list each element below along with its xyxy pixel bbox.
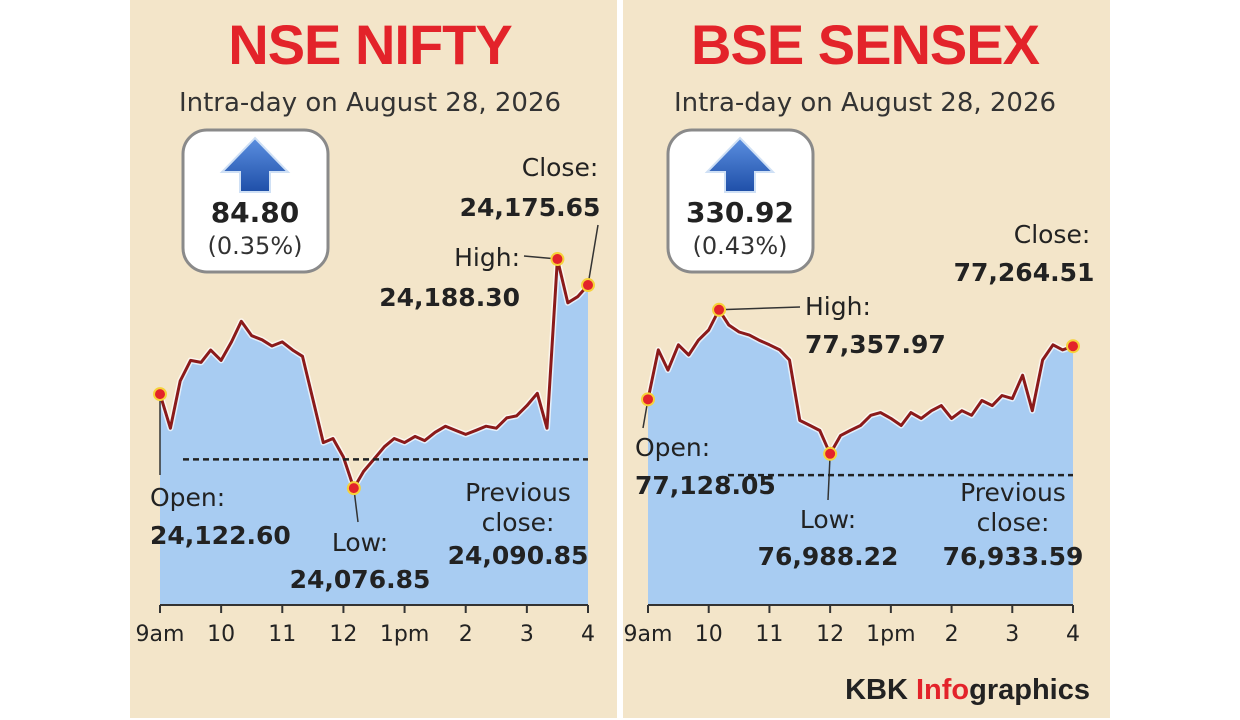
x-tick-label: 4	[581, 622, 595, 647]
annotation-value: 24,188.30	[379, 283, 520, 312]
credit-rest: graphics	[969, 674, 1090, 706]
chart-subtitle: Intra-day on August 28, 2026	[673, 88, 1057, 118]
up-arrow	[704, 136, 776, 193]
credit: KBK Infographics	[845, 674, 1090, 707]
change-value: 330.92	[685, 196, 795, 229]
annotation-label: Open:	[150, 483, 226, 512]
change-box	[181, 128, 330, 274]
annotation-label: Previous close:	[960, 478, 1066, 537]
leader-line	[587, 224, 599, 286]
x-tick-label: 11	[268, 622, 297, 647]
leader-line	[719, 306, 801, 311]
x-tick-label: 2	[944, 622, 959, 647]
annotation-value: 76,988.22	[757, 542, 899, 571]
chart-subtitle: Intra-day on August 28, 2026	[178, 88, 562, 118]
x-tick-label: 9am	[623, 622, 673, 647]
up-arrow	[219, 136, 291, 193]
point-marker	[346, 481, 361, 496]
x-tick-label: 1pm	[379, 622, 430, 647]
x-tick-label: 4	[1066, 622, 1080, 647]
chart-title: BSE SENSEX	[691, 13, 1040, 76]
x-tick-label: 2	[458, 622, 473, 647]
leader-line	[827, 453, 831, 501]
box	[181, 128, 330, 274]
annotation-value: 77,264.51	[953, 258, 1095, 287]
point-marker	[550, 252, 565, 267]
annotation-label: Low:	[331, 528, 389, 557]
x-tick-label: 11	[755, 622, 784, 647]
point-marker	[823, 446, 838, 461]
annotation-label: Previous close:	[465, 478, 571, 537]
annotation-label: High:	[454, 243, 520, 272]
point-marker	[641, 392, 655, 407]
x-tick-label: 12	[816, 622, 845, 647]
x-tick-label: 10	[207, 622, 236, 647]
area	[648, 309, 1073, 605]
annotation-label: Close:	[1013, 220, 1091, 249]
x-tick-label: 9am	[135, 622, 185, 647]
chart-title: NSE NIFTY	[228, 13, 512, 76]
annotation-value: 24,122.60	[150, 521, 291, 550]
point-marker	[712, 302, 727, 317]
x-tick-label: 1pm	[866, 622, 916, 647]
annotation-value: 24,076.85	[289, 565, 431, 594]
change-box	[666, 128, 815, 274]
credit-brand: KBK	[845, 674, 908, 706]
annotation-label: Open:	[635, 433, 711, 462]
annotation-label: High:	[805, 292, 871, 321]
change-percent: (0.35%)	[207, 232, 303, 260]
x-tick-label: 3	[519, 622, 534, 647]
point-marker	[1066, 339, 1080, 354]
x-tick-label: 3	[1005, 622, 1020, 647]
x-tick-label: 10	[694, 622, 723, 647]
x-tick-label: 12	[329, 622, 358, 647]
annotation-label: Close:	[521, 153, 599, 182]
annotation-value: 76,933.59	[942, 542, 1084, 571]
credit-highlight: Info	[915, 674, 970, 706]
point-marker	[581, 278, 595, 293]
annotation-value: 24,090.85	[447, 541, 589, 570]
point-marker	[153, 387, 167, 402]
annotation-value: 77,128.05	[635, 471, 776, 500]
box	[666, 128, 815, 274]
annotation-value: 24,175.65	[459, 193, 601, 222]
change-value: 84.80	[210, 196, 300, 229]
change-percent: (0.43%)	[692, 232, 788, 260]
annotation-label: Low:	[799, 505, 857, 534]
annotation-value: 77,357.97	[805, 330, 946, 359]
